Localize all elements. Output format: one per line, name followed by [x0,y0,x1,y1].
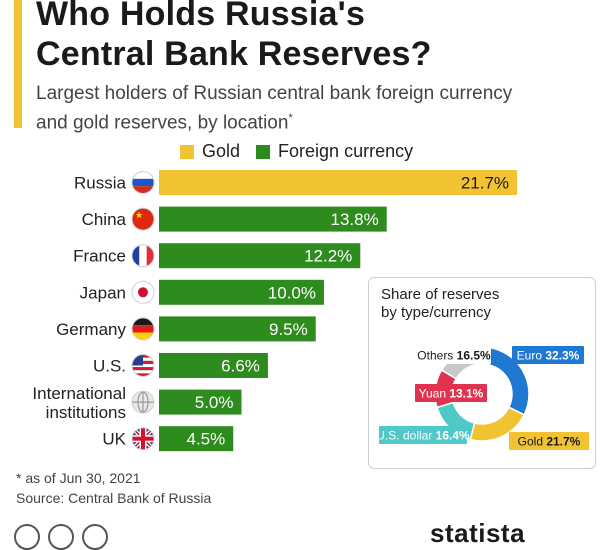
bar-value-label: 12.2% [304,247,352,266]
legend-item-foreign: Foreign currency [256,141,413,162]
legend-label-gold: Gold [202,141,241,161]
bar-4 [159,279,324,305]
china-flag-icon: ★ [131,207,155,231]
page-title: Who Holds Russia's Central Bank Reserves… [36,0,432,73]
donut-label-box [509,432,589,450]
foreign-swatch [256,144,271,159]
bar-7 [159,389,242,415]
russia-flag-icon [131,171,155,194]
donut-label-box [512,346,584,364]
japan-flag-icon [131,280,155,304]
bar-1 [159,170,518,195]
bar-value-label: 6.6% [221,357,260,376]
category-label: China [82,210,127,229]
chart-legend: Gold Foreign currency [180,141,429,162]
no-derivatives-icon[interactable] [82,524,108,550]
svg-text:★: ★ [135,210,143,220]
accent-bar [14,0,22,128]
globe-icon [131,390,155,414]
legend-label-foreign: Foreign currency [278,141,414,161]
category-label: U.S. [93,357,126,376]
bar-8 [159,426,234,452]
germany-flag-icon [131,317,155,341]
category-label: Russia [74,174,127,193]
bar-6 [159,353,268,378]
footnote: * as of Jun 30, 2021 [16,470,141,486]
donut-label-box [379,426,467,444]
category-label: International [32,384,126,403]
donut-label-box [417,346,491,364]
bar-3 [159,243,361,269]
donut-label: Gold 21.7% [518,435,581,449]
donut-title: Share of reserves by type/currency [381,286,500,321]
bar-value-label: 10.0% [268,283,316,302]
bar-value-label: 4.5% [187,430,226,449]
bar-2 [159,206,387,232]
uk-flag-icon [131,427,155,451]
donut-label: Others 16.5% [417,349,491,363]
donut-label: Euro 32.3% [517,349,580,363]
legend-item-gold: Gold [180,141,240,162]
donut-label: Yuan 13.1% [419,387,484,401]
france-flag-icon [131,244,155,268]
bar-value-label: 13.8% [330,210,378,229]
bar-chart: 21.7% Russia 13.8% China ★ 12.2% France 10.0% Ja… [32,170,518,452]
category-label: institutions [46,403,126,422]
bar-value-label: 21.7% [461,174,509,193]
license-icons [14,524,116,550]
category-label: Japan [80,283,126,302]
donut-inset: Share of reserves by type/currency Euro … [368,277,596,469]
category-label: France [73,247,126,266]
bar-value-label: 9.5% [269,320,308,339]
donut-label-box [415,384,487,402]
us-flag-icon [131,354,155,377]
bar-5 [159,316,316,342]
gold-swatch [180,144,194,159]
donut-label: U.S. dollar 16.4% [376,429,470,443]
brand-logo: statista [430,518,526,548]
creative-commons-icon[interactable] [14,524,40,550]
category-label: UK [102,430,126,449]
subtitle: Largest holders of Russian central bank … [36,83,513,134]
bar-value-label: 5.0% [195,393,234,412]
source-note: Source: Central Bank of Russia [16,490,212,506]
donut-chart: Euro 32.3% Gold 21.7% U.S. dollar 16.4% Yua… [376,346,589,450]
attribution-icon[interactable] [48,524,74,550]
category-label: Germany [56,320,126,339]
